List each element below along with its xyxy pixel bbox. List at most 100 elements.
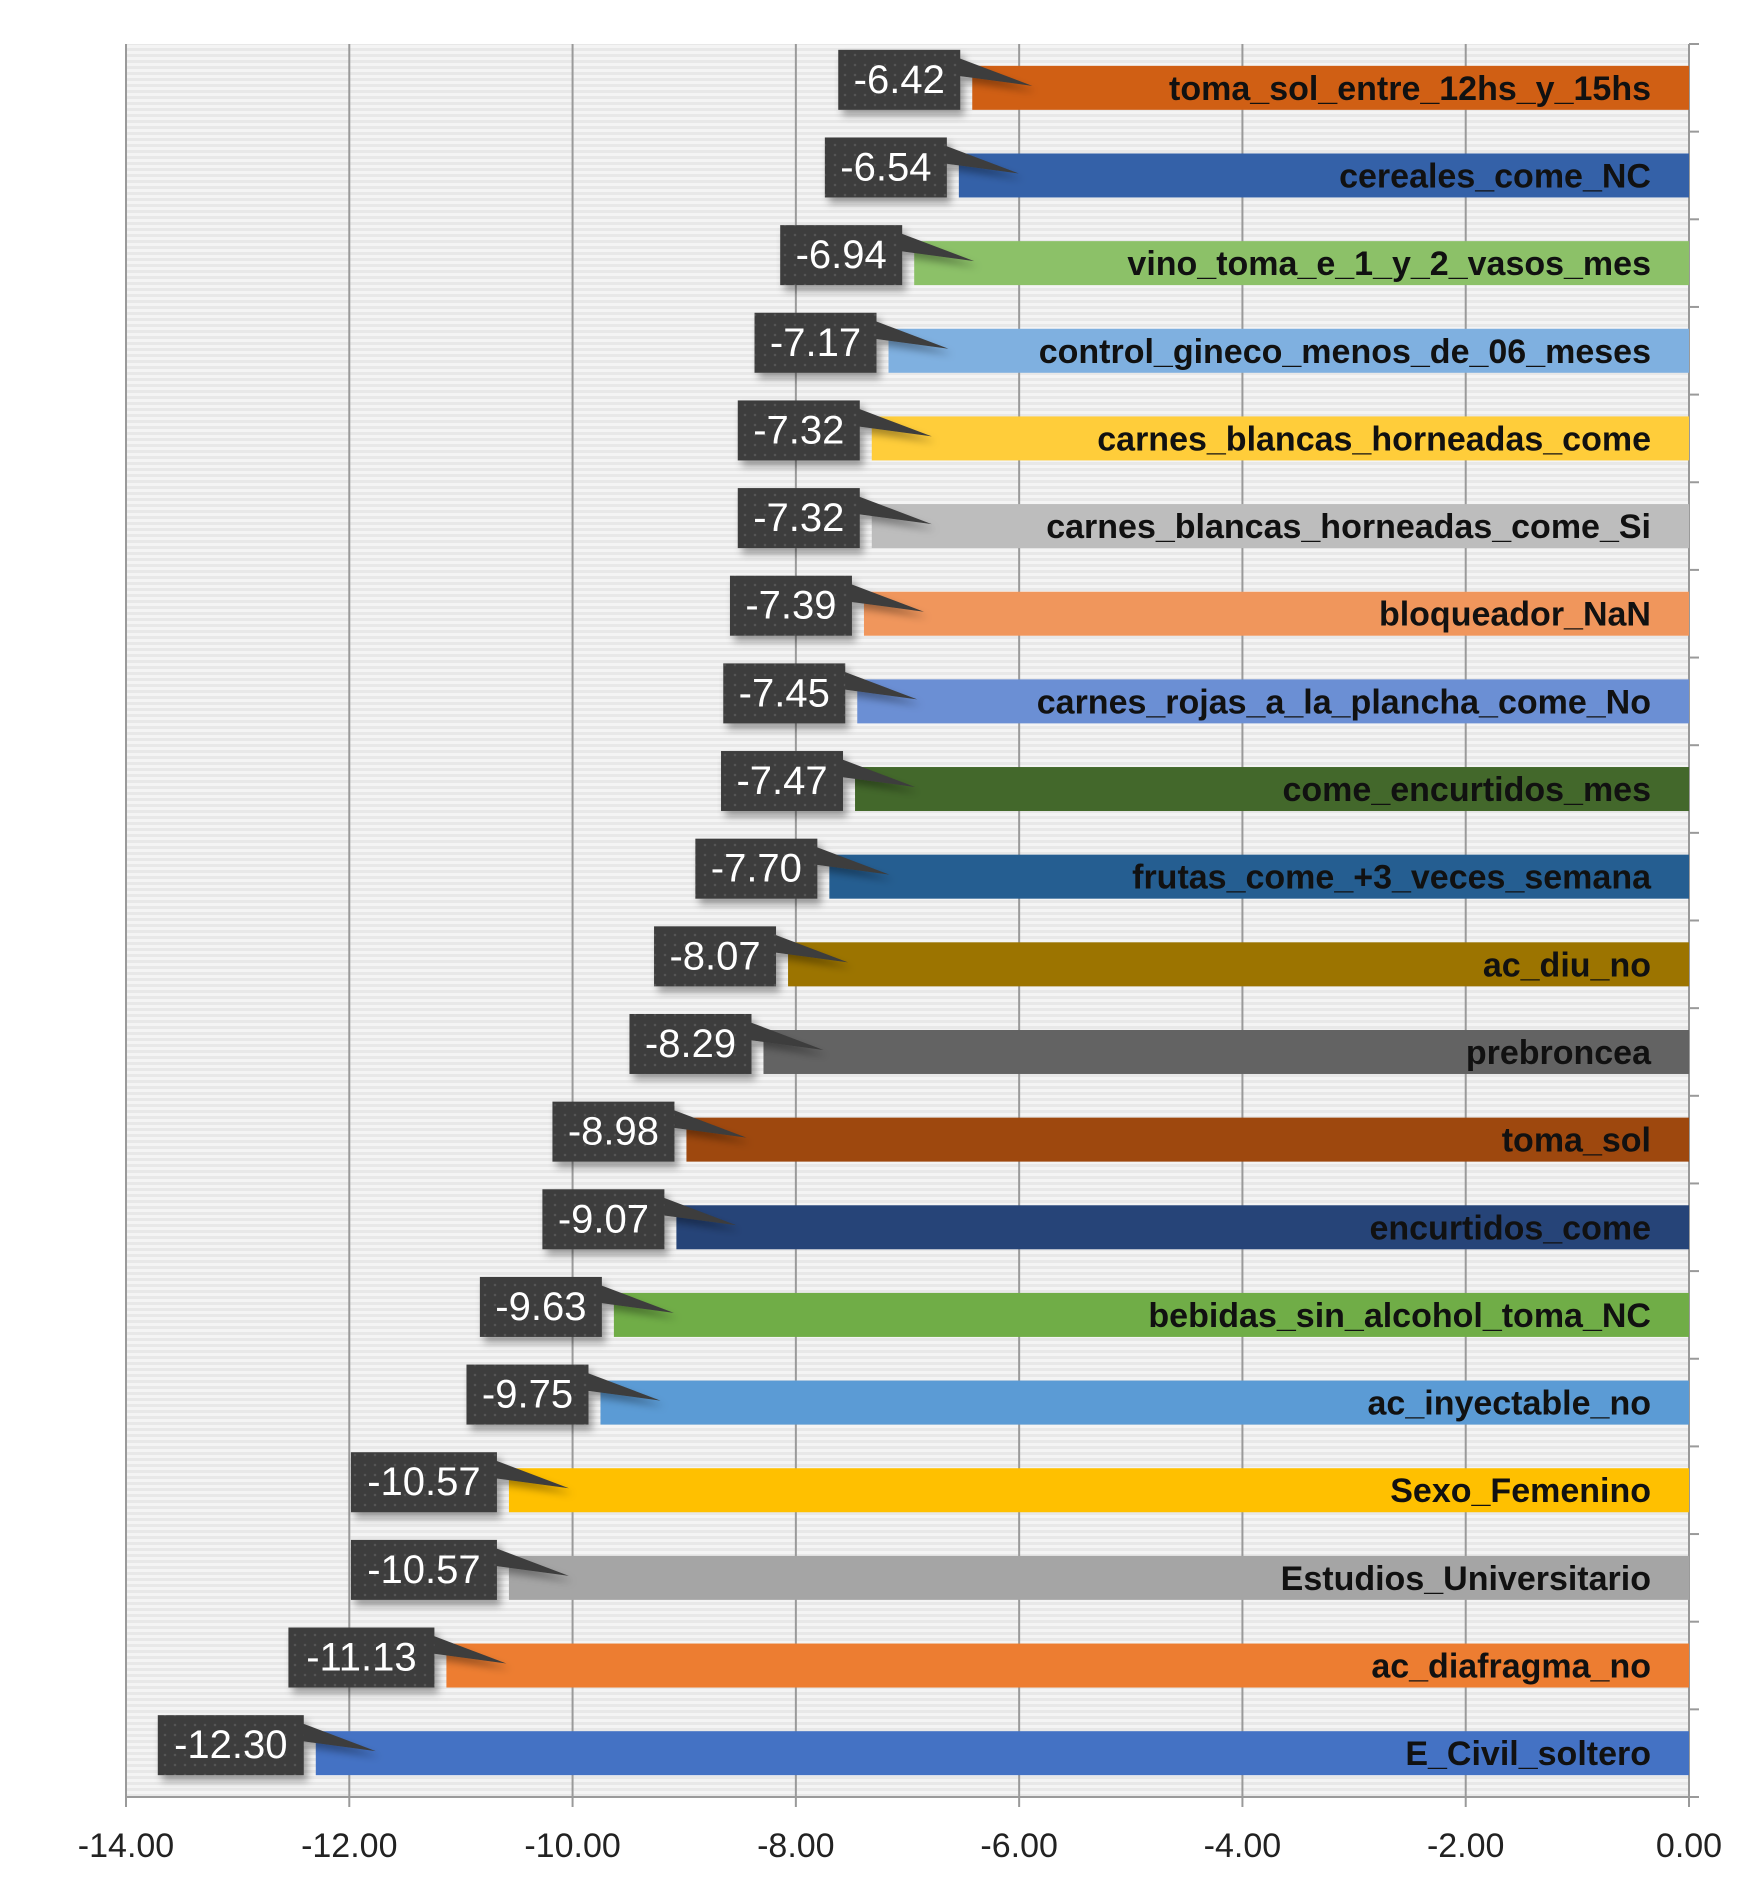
- category-label: vino_toma_e_1_y_2_vasos_mes: [1127, 245, 1651, 283]
- x-tick-label: -4.00: [1204, 1827, 1282, 1865]
- x-tick-label: -12.00: [301, 1827, 397, 1865]
- data-label-text: -8.29: [645, 1022, 736, 1066]
- callout-pointer: [900, 233, 975, 262]
- category-label: encurtidos_come: [1369, 1209, 1651, 1247]
- bar: [855, 767, 1689, 812]
- callout-pointer: [586, 1372, 661, 1401]
- data-label-text: -9.63: [495, 1285, 586, 1329]
- data-label: [552, 1101, 747, 1162]
- callout-pointer: [815, 846, 890, 875]
- data-label-box: [754, 312, 877, 373]
- data-label-box: [288, 1627, 435, 1688]
- callout-pointer: [774, 934, 849, 963]
- data-label: [721, 751, 916, 812]
- callout-pointer: [841, 759, 916, 788]
- data-label-text: -11.13: [306, 1636, 416, 1680]
- bar: [888, 328, 1689, 373]
- data-label-box: [721, 751, 844, 812]
- data-label-text: -7.70: [711, 847, 802, 891]
- category-label: ac_diafragma_no: [1371, 1648, 1651, 1686]
- plot-area: [126, 44, 1689, 1797]
- bar: [871, 504, 1689, 549]
- category-label: toma_sol: [1502, 1122, 1651, 1160]
- data-label-box: [629, 1013, 752, 1074]
- category-label: ac_inyectable_no: [1368, 1385, 1651, 1423]
- data-label-text: -6.42: [854, 58, 945, 102]
- data-label: [737, 488, 932, 549]
- data-label-text: -7.47: [736, 759, 827, 803]
- callout-pointer: [958, 57, 1033, 86]
- category-label: bloqueador_NaN: [1379, 596, 1651, 634]
- data-label-box: [552, 1101, 675, 1162]
- bar: [613, 1292, 1689, 1337]
- callout-pointer: [857, 496, 932, 525]
- data-label: [466, 1364, 661, 1425]
- data-label: [723, 663, 918, 724]
- category-label: frutas_come_+3_veces_semana: [1132, 859, 1652, 897]
- data-label: [780, 225, 975, 286]
- callout-pointer: [944, 145, 1019, 174]
- data-label-text: -6.54: [840, 145, 931, 189]
- bar: [863, 591, 1689, 636]
- bar: [914, 241, 1689, 286]
- bar: [958, 153, 1689, 198]
- bar: [686, 1117, 1689, 1162]
- data-label: [542, 1189, 737, 1250]
- data-label: [838, 49, 1033, 110]
- data-label-text: -7.32: [753, 408, 844, 452]
- data-label-text: -8.07: [669, 934, 760, 978]
- callout-pointer: [662, 1197, 737, 1226]
- data-label-box: [838, 49, 961, 110]
- category-label: carnes_rojas_a_la_plancha_come_No: [1037, 683, 1651, 721]
- data-label: [654, 926, 849, 987]
- data-label-text: -9.75: [482, 1373, 573, 1417]
- data-label: [824, 137, 1019, 198]
- data-label: [629, 1013, 824, 1074]
- data-label: [754, 312, 949, 373]
- bar: [508, 1555, 1689, 1600]
- bar: [315, 1731, 1689, 1776]
- data-label-text: -9.07: [558, 1197, 649, 1241]
- callout-pointer: [301, 1723, 376, 1752]
- data-label: [479, 1276, 674, 1337]
- data-label: [695, 838, 890, 899]
- data-label: [288, 1627, 507, 1688]
- category-label: control_gineco_menos_de_06_meses: [1039, 333, 1651, 371]
- callout-pointer: [494, 1547, 569, 1576]
- data-label-text: -7.39: [745, 584, 836, 628]
- data-label-box: [466, 1364, 589, 1425]
- category-label: bebidas_sin_alcohol_toma_NC: [1148, 1297, 1651, 1335]
- bar: [871, 416, 1689, 461]
- data-label-text: -10.57: [367, 1548, 480, 1592]
- data-label-box: [737, 488, 860, 549]
- callout-pointer: [432, 1635, 507, 1664]
- data-label-text: -7.32: [753, 496, 844, 540]
- bar: [676, 1205, 1689, 1250]
- category-label: E_Civil_soltero: [1405, 1735, 1651, 1773]
- x-tick-label: -6.00: [980, 1827, 1058, 1865]
- data-label: [157, 1715, 376, 1776]
- callout-pointer: [672, 1109, 747, 1138]
- data-label-box: [542, 1189, 665, 1250]
- callout-pointer: [874, 320, 949, 349]
- callout-pointer: [843, 671, 918, 700]
- x-tick-label: -8.00: [757, 1827, 835, 1865]
- data-label-box: [350, 1452, 497, 1513]
- data-label: [350, 1539, 569, 1600]
- x-tick-label: -2.00: [1427, 1827, 1505, 1865]
- x-tick-label: 0.00: [1656, 1827, 1722, 1865]
- x-tick-label: -10.00: [524, 1827, 620, 1865]
- data-label-box: [737, 400, 860, 461]
- callout-pointer: [749, 1021, 824, 1050]
- callout-pointer: [849, 583, 924, 612]
- data-label-text: -7.17: [770, 321, 861, 365]
- data-label-box: [350, 1539, 497, 1600]
- data-label-text: -12.30: [174, 1723, 287, 1767]
- category-label: cereales_come_NC: [1339, 157, 1651, 195]
- category-label: ac_diu_no: [1483, 946, 1651, 984]
- bar: [508, 1468, 1689, 1513]
- bar: [600, 1380, 1689, 1425]
- category-label: prebroncea: [1466, 1034, 1652, 1072]
- category-label: carnes_blancas_horneadas_come_Si: [1046, 508, 1651, 546]
- plot-background: [126, 44, 1689, 1797]
